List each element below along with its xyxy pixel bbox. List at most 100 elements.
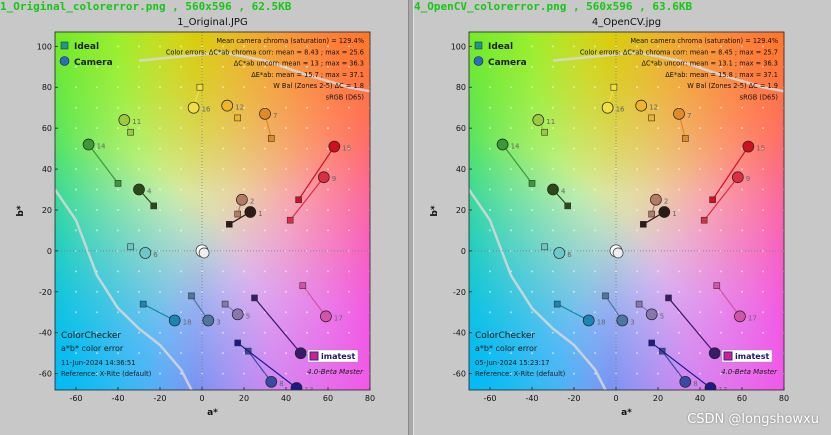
grid-dot	[720, 86, 722, 89]
grid-dot	[348, 229, 350, 232]
grid-dot	[159, 229, 161, 232]
patch-label: 16	[616, 106, 625, 114]
x-tick-label: 20	[653, 394, 663, 403]
grid-dot	[285, 168, 287, 171]
grid-dot	[552, 106, 554, 109]
ideal-marker	[234, 339, 241, 347]
x-tick-label: -40	[111, 394, 124, 403]
grid-dot	[741, 290, 743, 293]
patch-label: 6	[567, 251, 572, 259]
pane-divider[interactable]	[408, 0, 414, 435]
grid-dot	[678, 229, 680, 232]
grid-dot	[306, 45, 308, 48]
grid-dot	[201, 372, 203, 375]
patch-label: 11	[546, 118, 555, 126]
grid-dot	[201, 290, 203, 293]
grid-dot	[594, 86, 596, 89]
grid-dot	[552, 127, 554, 130]
grid-dot	[573, 270, 575, 273]
camera-marker	[133, 183, 145, 196]
grid-dot	[243, 168, 245, 171]
grid-dot	[594, 127, 596, 130]
grid-dot	[306, 331, 308, 334]
grid-dot	[117, 208, 119, 211]
ideal-marker	[553, 300, 561, 308]
camera-marker	[496, 138, 509, 151]
right-image-pane: 4_OpenCV_colorerror.png , 560x596 , 63.6…	[414, 0, 831, 435]
grid-dot	[138, 372, 140, 375]
grid-dot	[552, 352, 554, 355]
camera-marker	[139, 247, 152, 259]
grid-dot	[636, 229, 638, 232]
grid-dot	[657, 168, 659, 171]
x-tick-label: 80	[365, 394, 375, 403]
grid-dot	[657, 127, 659, 130]
grid-dot	[75, 372, 77, 375]
grid-dot	[243, 208, 245, 211]
grid-dot	[552, 147, 554, 150]
grid-dot	[510, 331, 512, 334]
grid-dot	[489, 372, 491, 375]
grid-dot	[285, 106, 287, 109]
grid-dot	[510, 372, 512, 375]
grid-dot	[762, 188, 764, 191]
camera-marker	[290, 382, 303, 390]
grid-dot	[762, 147, 764, 150]
left-image-pane: 1_Original_colorerror.png , 560x596 , 62…	[0, 0, 408, 435]
grid-dot	[222, 352, 224, 355]
stats-line: ΔE*ab: mean = 15.7 ; max = 37.1	[251, 71, 364, 79]
grid-dot	[117, 331, 119, 334]
error-line	[502, 144, 533, 184]
grid-dot	[762, 106, 764, 109]
info-title: ColorChecker	[475, 331, 535, 341]
grid-dot	[657, 147, 659, 150]
ideal-marker	[635, 300, 643, 308]
camera-marker	[231, 308, 244, 321]
error-line	[142, 303, 175, 321]
grid-dot	[615, 65, 617, 68]
y-tick-label: -20	[39, 288, 52, 297]
grid-dot	[636, 45, 638, 48]
ideal-marker	[541, 243, 548, 251]
grid-dot	[243, 106, 245, 109]
grid-dot	[285, 229, 287, 232]
patch-label: 9	[746, 175, 750, 183]
grid-dot	[615, 147, 617, 150]
grid-dot	[741, 168, 743, 171]
grid-dot	[573, 188, 575, 191]
camera-marker	[82, 138, 95, 151]
grid-dot	[117, 106, 119, 109]
grid-dot	[348, 86, 350, 89]
patch-label: 8	[279, 380, 283, 388]
grid-dot	[552, 290, 554, 293]
grid-dot	[348, 45, 350, 48]
x-tick-label: 60	[737, 394, 747, 403]
grid-dot	[531, 106, 533, 109]
grid-dot	[96, 127, 98, 130]
grid-dot	[222, 86, 224, 89]
patch-label: 17	[748, 314, 757, 322]
grid-dot	[489, 86, 491, 89]
error-line	[556, 303, 589, 321]
grid-dot	[573, 229, 575, 232]
grid-dot	[138, 168, 140, 171]
grid-dot	[699, 352, 701, 355]
file-header: 4_OpenCV_colorerror.png , 560x596 , 63.6…	[414, 0, 693, 13]
grid-dot	[96, 208, 98, 211]
grid-dot	[285, 127, 287, 130]
x-tick-label: -20	[567, 394, 580, 403]
grid-dot	[243, 86, 245, 89]
grid-dot	[285, 270, 287, 273]
grid-dot	[699, 127, 701, 130]
grid-dot	[741, 127, 743, 130]
grid-dot	[762, 290, 764, 293]
ideal-marker	[226, 220, 233, 228]
grid-dot	[510, 208, 512, 211]
y-tick-label: -40	[453, 329, 466, 338]
ideal-marker	[709, 196, 716, 204]
ideal-marker	[127, 128, 134, 136]
grid-dot	[222, 290, 224, 293]
camera-marker	[650, 193, 662, 206]
grid-dot	[327, 290, 329, 293]
grid-dot	[285, 65, 287, 68]
